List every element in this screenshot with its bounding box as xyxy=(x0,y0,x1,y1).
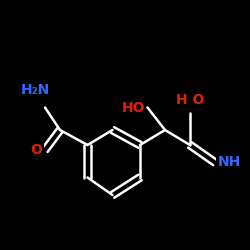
Text: O: O xyxy=(30,143,42,157)
Text: H₂N: H₂N xyxy=(20,84,50,98)
Text: HO: HO xyxy=(122,100,145,114)
Text: NH: NH xyxy=(218,156,241,170)
Text: O: O xyxy=(30,143,42,157)
Text: H O: H O xyxy=(176,94,204,108)
Text: H₂N: H₂N xyxy=(20,84,50,98)
Text: HO: HO xyxy=(122,100,145,114)
Text: H O: H O xyxy=(176,94,204,108)
Text: NH: NH xyxy=(218,156,241,170)
